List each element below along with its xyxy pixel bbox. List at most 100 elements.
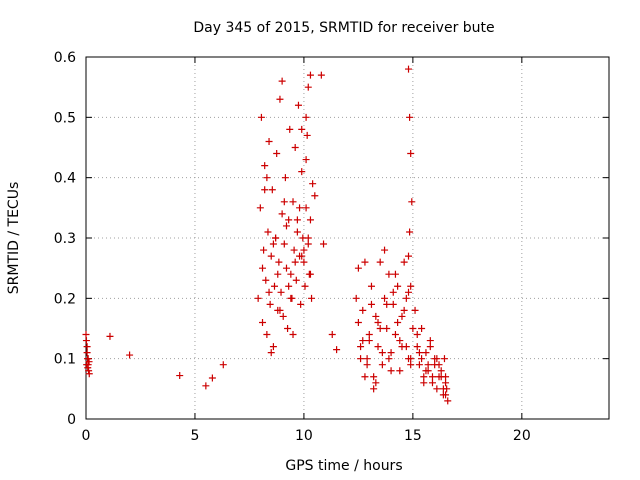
data-point bbox=[435, 373, 443, 381]
data-point bbox=[260, 246, 268, 254]
data-point bbox=[431, 361, 439, 369]
data-point bbox=[84, 355, 92, 363]
data-point bbox=[354, 318, 362, 326]
data-point bbox=[376, 258, 384, 266]
data-point bbox=[372, 379, 380, 387]
data-point bbox=[407, 150, 415, 158]
data-point bbox=[385, 355, 393, 363]
data-point bbox=[442, 379, 450, 387]
data-point bbox=[82, 337, 90, 345]
data-point bbox=[264, 228, 272, 236]
data-point bbox=[422, 349, 430, 357]
data-point bbox=[302, 204, 310, 212]
data-point bbox=[402, 294, 410, 302]
data-point bbox=[363, 361, 371, 369]
y-tick-label: 0.3 bbox=[54, 231, 76, 247]
data-point bbox=[411, 306, 419, 314]
data-point bbox=[259, 264, 267, 272]
y-tick-label: 0.2 bbox=[54, 291, 76, 307]
data-point bbox=[413, 343, 421, 351]
data-point bbox=[83, 349, 91, 357]
data-point bbox=[302, 156, 310, 164]
data-point bbox=[282, 222, 290, 230]
data-point bbox=[374, 318, 382, 326]
data-point bbox=[294, 101, 302, 109]
data-point bbox=[126, 351, 134, 359]
data-point bbox=[280, 240, 288, 248]
data-point bbox=[433, 385, 441, 393]
data-point bbox=[381, 294, 389, 302]
data-point bbox=[381, 246, 389, 254]
data-point bbox=[267, 349, 275, 357]
data-point bbox=[272, 234, 280, 242]
data-point bbox=[359, 337, 367, 345]
data-point bbox=[396, 337, 404, 345]
x-tick-label: 0 bbox=[82, 428, 91, 444]
data-point bbox=[405, 288, 413, 296]
data-point bbox=[409, 325, 417, 332]
data-point bbox=[415, 349, 423, 357]
data-point bbox=[407, 361, 415, 369]
data-points bbox=[82, 65, 452, 405]
data-point bbox=[259, 318, 267, 326]
data-point bbox=[385, 270, 393, 278]
data-point bbox=[276, 306, 284, 314]
data-point bbox=[280, 198, 288, 206]
axis-ticks: 0 5 10 15 20 0 0.1 0.2 0.3 0.4 0.5 0.6 bbox=[54, 50, 609, 444]
data-point bbox=[378, 349, 386, 357]
data-point bbox=[308, 294, 316, 302]
data-point bbox=[176, 372, 184, 380]
data-point bbox=[281, 174, 289, 182]
data-point bbox=[418, 325, 426, 332]
data-point bbox=[277, 288, 285, 296]
data-point bbox=[285, 282, 293, 290]
data-point bbox=[309, 180, 317, 188]
data-point bbox=[426, 343, 434, 351]
y-tick-label: 0.6 bbox=[54, 50, 76, 66]
x-tick-label: 15 bbox=[404, 428, 422, 444]
data-point bbox=[400, 306, 408, 314]
y-tick-label: 0.4 bbox=[54, 171, 76, 187]
y-tick-label: 0 bbox=[67, 412, 76, 428]
data-point bbox=[415, 361, 423, 369]
data-point bbox=[289, 331, 297, 339]
data-point bbox=[270, 282, 278, 290]
data-point bbox=[389, 300, 397, 308]
data-point bbox=[287, 294, 295, 302]
data-point bbox=[370, 373, 378, 381]
data-point bbox=[333, 346, 341, 354]
data-point bbox=[405, 355, 413, 363]
data-point bbox=[293, 216, 301, 224]
data-point bbox=[437, 367, 445, 375]
data-point bbox=[407, 282, 415, 290]
data-point bbox=[367, 300, 375, 308]
data-point bbox=[444, 397, 452, 405]
data-point bbox=[208, 374, 216, 382]
x-tick-label: 5 bbox=[190, 428, 199, 444]
data-point bbox=[202, 382, 210, 390]
data-point bbox=[389, 288, 397, 296]
data-point bbox=[285, 216, 293, 224]
data-point bbox=[376, 325, 384, 332]
data-point bbox=[443, 385, 451, 393]
data-point bbox=[282, 264, 290, 272]
data-point bbox=[84, 361, 92, 369]
data-point bbox=[300, 258, 308, 266]
data-point bbox=[293, 228, 301, 236]
data-point bbox=[298, 168, 306, 176]
data-point bbox=[274, 270, 282, 278]
data-point bbox=[269, 343, 277, 351]
y-tick-label: 0.5 bbox=[54, 110, 76, 126]
data-point bbox=[85, 370, 93, 378]
data-point bbox=[306, 216, 314, 224]
data-point bbox=[367, 282, 375, 290]
data-point bbox=[298, 252, 306, 260]
data-point bbox=[278, 210, 286, 218]
data-point bbox=[278, 77, 286, 85]
data-point bbox=[273, 150, 281, 158]
data-point bbox=[420, 373, 428, 381]
data-point bbox=[279, 312, 287, 320]
data-point bbox=[268, 186, 276, 194]
data-point bbox=[298, 125, 306, 133]
